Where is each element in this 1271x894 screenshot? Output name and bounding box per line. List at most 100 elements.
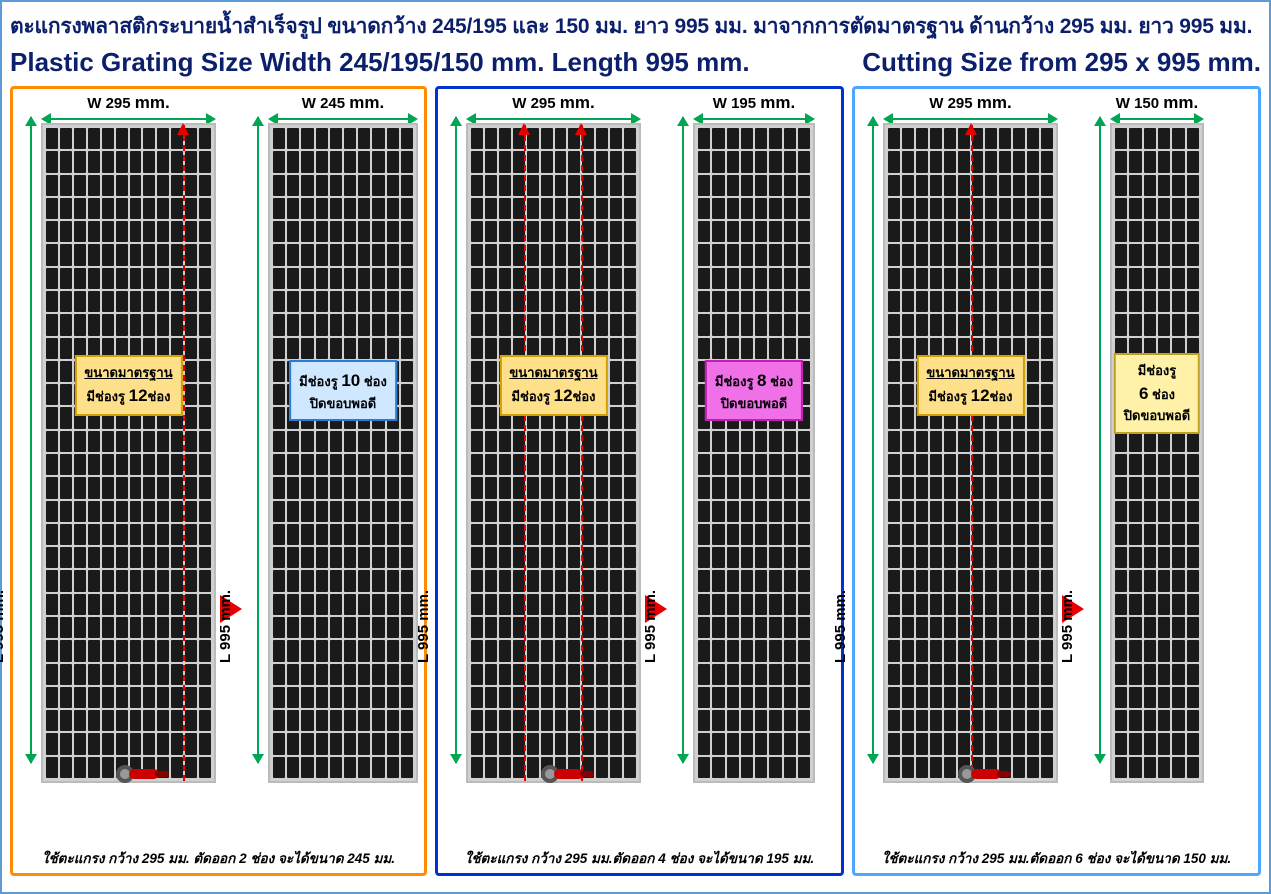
grating-cell	[185, 407, 197, 428]
grating-cell	[944, 244, 956, 265]
grating-cell	[755, 268, 767, 289]
grating-cell	[596, 640, 608, 661]
grating-cell	[930, 431, 942, 452]
grating-cell	[755, 244, 767, 265]
grating-cell	[358, 687, 370, 708]
grating-cell	[555, 128, 567, 149]
grating-grid: มีช่องรู6 ช่องปิดขอบพอดี	[1110, 123, 1204, 783]
grating-cell	[999, 687, 1011, 708]
grating-cell	[755, 454, 767, 475]
grating-cell	[372, 338, 384, 359]
grating-cell	[301, 710, 313, 731]
grating-cell	[273, 757, 285, 778]
grating-cell	[102, 454, 114, 475]
grating-cell	[401, 547, 413, 568]
grating-cell	[958, 198, 970, 219]
grating-cell	[541, 128, 553, 149]
grating-cell	[784, 617, 796, 638]
info-box: ขนาดมาตรฐานมีช่องรู 12ช่อง	[74, 355, 182, 416]
grating-cell	[344, 151, 356, 172]
grating-cell	[944, 128, 956, 149]
grating-cell	[698, 151, 710, 172]
grating-cell	[130, 244, 142, 265]
grating-cell	[1144, 291, 1156, 312]
grating-cell	[1158, 175, 1170, 196]
grating-cell	[527, 524, 539, 545]
grating-cell	[88, 757, 100, 778]
grating-cell	[287, 547, 299, 568]
grating-cell	[1144, 733, 1156, 754]
grating-cell	[143, 128, 155, 149]
grating-cell	[143, 570, 155, 591]
grating-cell	[741, 501, 753, 522]
grating-cell	[582, 570, 594, 591]
grating-cell	[372, 570, 384, 591]
grating-cell	[102, 710, 114, 731]
grating-cell	[287, 687, 299, 708]
grating-cell	[985, 617, 997, 638]
grating-cell	[1041, 710, 1053, 731]
grating-cell	[698, 244, 710, 265]
grating-cell	[1027, 570, 1039, 591]
grating-cell	[273, 221, 285, 242]
grating-cell	[46, 570, 58, 591]
grating-cell	[485, 291, 497, 312]
grating-cell	[1115, 175, 1127, 196]
source-grating: W 295 mm.ขนาดมาตรฐานมีช่องรู 12ช่องL 995…	[883, 93, 1058, 783]
grating-cell	[199, 733, 211, 754]
grating-cell	[485, 221, 497, 242]
grating-cell	[1115, 710, 1127, 731]
grating-cell	[157, 175, 169, 196]
header-eng-right: Cutting Size from 295 x 995 mm.	[862, 47, 1261, 78]
grating-cell	[888, 733, 900, 754]
grating-cell	[88, 640, 100, 661]
grating-cell	[712, 757, 724, 778]
grating-cell	[316, 570, 328, 591]
grating-cell	[755, 314, 767, 335]
grating-cell	[102, 570, 114, 591]
grating-cell	[712, 594, 724, 615]
grating-cell	[287, 314, 299, 335]
grating-cell	[727, 664, 739, 685]
grating-cell	[401, 221, 413, 242]
grating-cell	[727, 338, 739, 359]
grating-cell	[301, 501, 313, 522]
grating-cell	[1027, 594, 1039, 615]
grating-cell	[610, 198, 622, 219]
grating-cell	[401, 710, 413, 731]
grating-cell	[1027, 617, 1039, 638]
grating-cell	[74, 291, 86, 312]
width-dimension	[883, 115, 1058, 123]
grating-cell	[698, 338, 710, 359]
grating-cell	[712, 314, 724, 335]
grating-cell	[199, 570, 211, 591]
grating-cell	[712, 268, 724, 289]
grating-cell	[130, 151, 142, 172]
panel-caption: ใช้ตะแกรง กว้าง 295 มม. ตัดออก 2 ช่อง จะ…	[19, 847, 418, 869]
grating-cell	[1041, 175, 1053, 196]
grating-cell	[1115, 268, 1127, 289]
grating-cell	[301, 477, 313, 498]
grating-cell	[273, 128, 285, 149]
grating-cell	[358, 454, 370, 475]
grating-cell	[944, 640, 956, 661]
grating-cell	[1187, 128, 1199, 149]
grating-cell	[1013, 151, 1025, 172]
grating-cell	[624, 477, 636, 498]
grating-cell	[157, 547, 169, 568]
grating-cell	[902, 407, 914, 428]
grating-cell	[1041, 524, 1053, 545]
grating-cell	[985, 314, 997, 335]
grating-cell	[1144, 431, 1156, 452]
grating-cell	[171, 733, 183, 754]
grating-cell	[185, 733, 197, 754]
grating-cell	[1041, 617, 1053, 638]
grating-cell	[784, 477, 796, 498]
grating-cell	[1187, 454, 1199, 475]
grating-cell	[1187, 268, 1199, 289]
grating-cell	[387, 664, 399, 685]
grating-cell	[60, 361, 72, 382]
grating-cell	[999, 268, 1011, 289]
grating-cell	[1027, 407, 1039, 428]
grating-cell	[1144, 268, 1156, 289]
